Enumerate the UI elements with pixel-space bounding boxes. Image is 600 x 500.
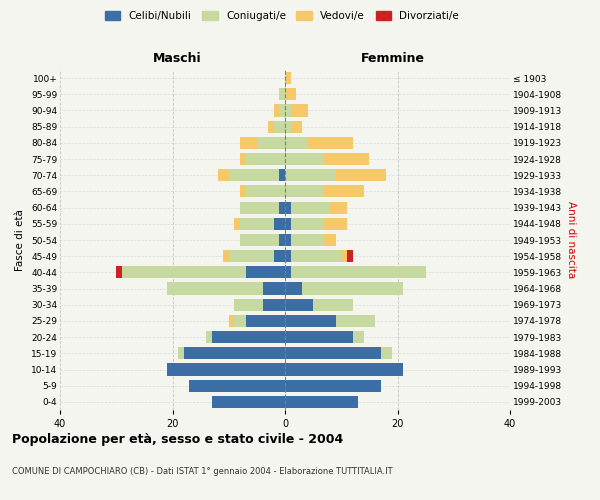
Bar xyxy=(235,315,245,327)
Bar xyxy=(325,234,335,246)
Bar xyxy=(245,186,285,198)
Bar xyxy=(280,104,285,117)
Bar xyxy=(240,186,245,198)
Bar xyxy=(335,169,386,181)
Bar xyxy=(245,266,285,278)
Text: Popolazione per età, sesso e stato civile - 2004: Popolazione per età, sesso e stato civil… xyxy=(12,432,343,446)
Bar xyxy=(285,380,380,392)
Bar xyxy=(308,137,353,149)
Bar xyxy=(285,153,325,165)
Bar xyxy=(240,137,257,149)
Bar xyxy=(240,202,280,213)
Bar xyxy=(290,234,325,246)
Bar xyxy=(285,298,313,311)
Bar xyxy=(290,202,330,213)
Bar xyxy=(285,88,296,101)
Bar xyxy=(223,250,229,262)
Bar xyxy=(280,202,285,213)
Bar xyxy=(218,169,229,181)
Bar xyxy=(325,186,364,198)
Bar xyxy=(280,88,285,101)
Bar xyxy=(280,234,285,246)
Bar xyxy=(280,169,285,181)
Bar xyxy=(285,120,290,132)
Bar xyxy=(263,282,285,294)
Bar xyxy=(285,104,290,117)
Bar xyxy=(290,120,302,132)
Bar xyxy=(380,348,392,360)
Bar xyxy=(285,396,358,408)
Y-axis label: Anni di nascita: Anni di nascita xyxy=(566,202,576,278)
Bar xyxy=(285,202,290,213)
Bar xyxy=(240,234,280,246)
Bar xyxy=(229,315,235,327)
Bar xyxy=(235,298,263,311)
Bar xyxy=(353,331,364,343)
Bar xyxy=(274,218,285,230)
Bar xyxy=(229,250,274,262)
Bar xyxy=(285,234,290,246)
Bar xyxy=(212,396,285,408)
Bar xyxy=(235,218,240,230)
Bar xyxy=(313,298,353,311)
Bar xyxy=(285,331,353,343)
Bar xyxy=(184,348,285,360)
Bar xyxy=(335,315,375,327)
Bar xyxy=(285,364,403,376)
Bar xyxy=(245,315,285,327)
Bar xyxy=(347,250,353,262)
Bar xyxy=(212,331,285,343)
Bar xyxy=(290,218,325,230)
Bar xyxy=(302,282,403,294)
Bar xyxy=(285,169,335,181)
Bar xyxy=(240,153,245,165)
Bar xyxy=(167,282,263,294)
Bar xyxy=(167,364,285,376)
Bar xyxy=(290,250,341,262)
Bar xyxy=(274,250,285,262)
Bar xyxy=(268,120,274,132)
Bar xyxy=(229,169,280,181)
Bar xyxy=(290,104,308,117)
Bar xyxy=(122,266,245,278)
Bar xyxy=(240,218,274,230)
Text: Maschi: Maschi xyxy=(152,52,202,65)
Y-axis label: Fasce di età: Fasce di età xyxy=(16,209,25,271)
Legend: Celibi/Nubili, Coniugati/e, Vedovi/e, Divorziati/e: Celibi/Nubili, Coniugati/e, Vedovi/e, Di… xyxy=(101,8,463,24)
Bar xyxy=(274,104,280,117)
Bar xyxy=(285,186,325,198)
Bar xyxy=(116,266,122,278)
Bar xyxy=(285,348,380,360)
Bar xyxy=(325,218,347,230)
Bar xyxy=(245,153,285,165)
Bar xyxy=(263,298,285,311)
Bar xyxy=(325,153,370,165)
Bar xyxy=(285,315,335,327)
Bar xyxy=(341,250,347,262)
Bar xyxy=(178,348,184,360)
Bar xyxy=(330,202,347,213)
Bar xyxy=(274,120,285,132)
Bar xyxy=(285,250,290,262)
Bar xyxy=(285,266,290,278)
Bar xyxy=(285,137,308,149)
Bar xyxy=(285,218,290,230)
Bar xyxy=(190,380,285,392)
Bar xyxy=(206,331,212,343)
Bar xyxy=(290,266,425,278)
Text: Femmine: Femmine xyxy=(361,52,425,65)
Text: COMUNE DI CAMPOCHIARO (CB) - Dati ISTAT 1° gennaio 2004 - Elaborazione TUTTITALI: COMUNE DI CAMPOCHIARO (CB) - Dati ISTAT … xyxy=(12,468,392,476)
Bar xyxy=(285,72,290,84)
Bar xyxy=(257,137,285,149)
Bar xyxy=(285,282,302,294)
